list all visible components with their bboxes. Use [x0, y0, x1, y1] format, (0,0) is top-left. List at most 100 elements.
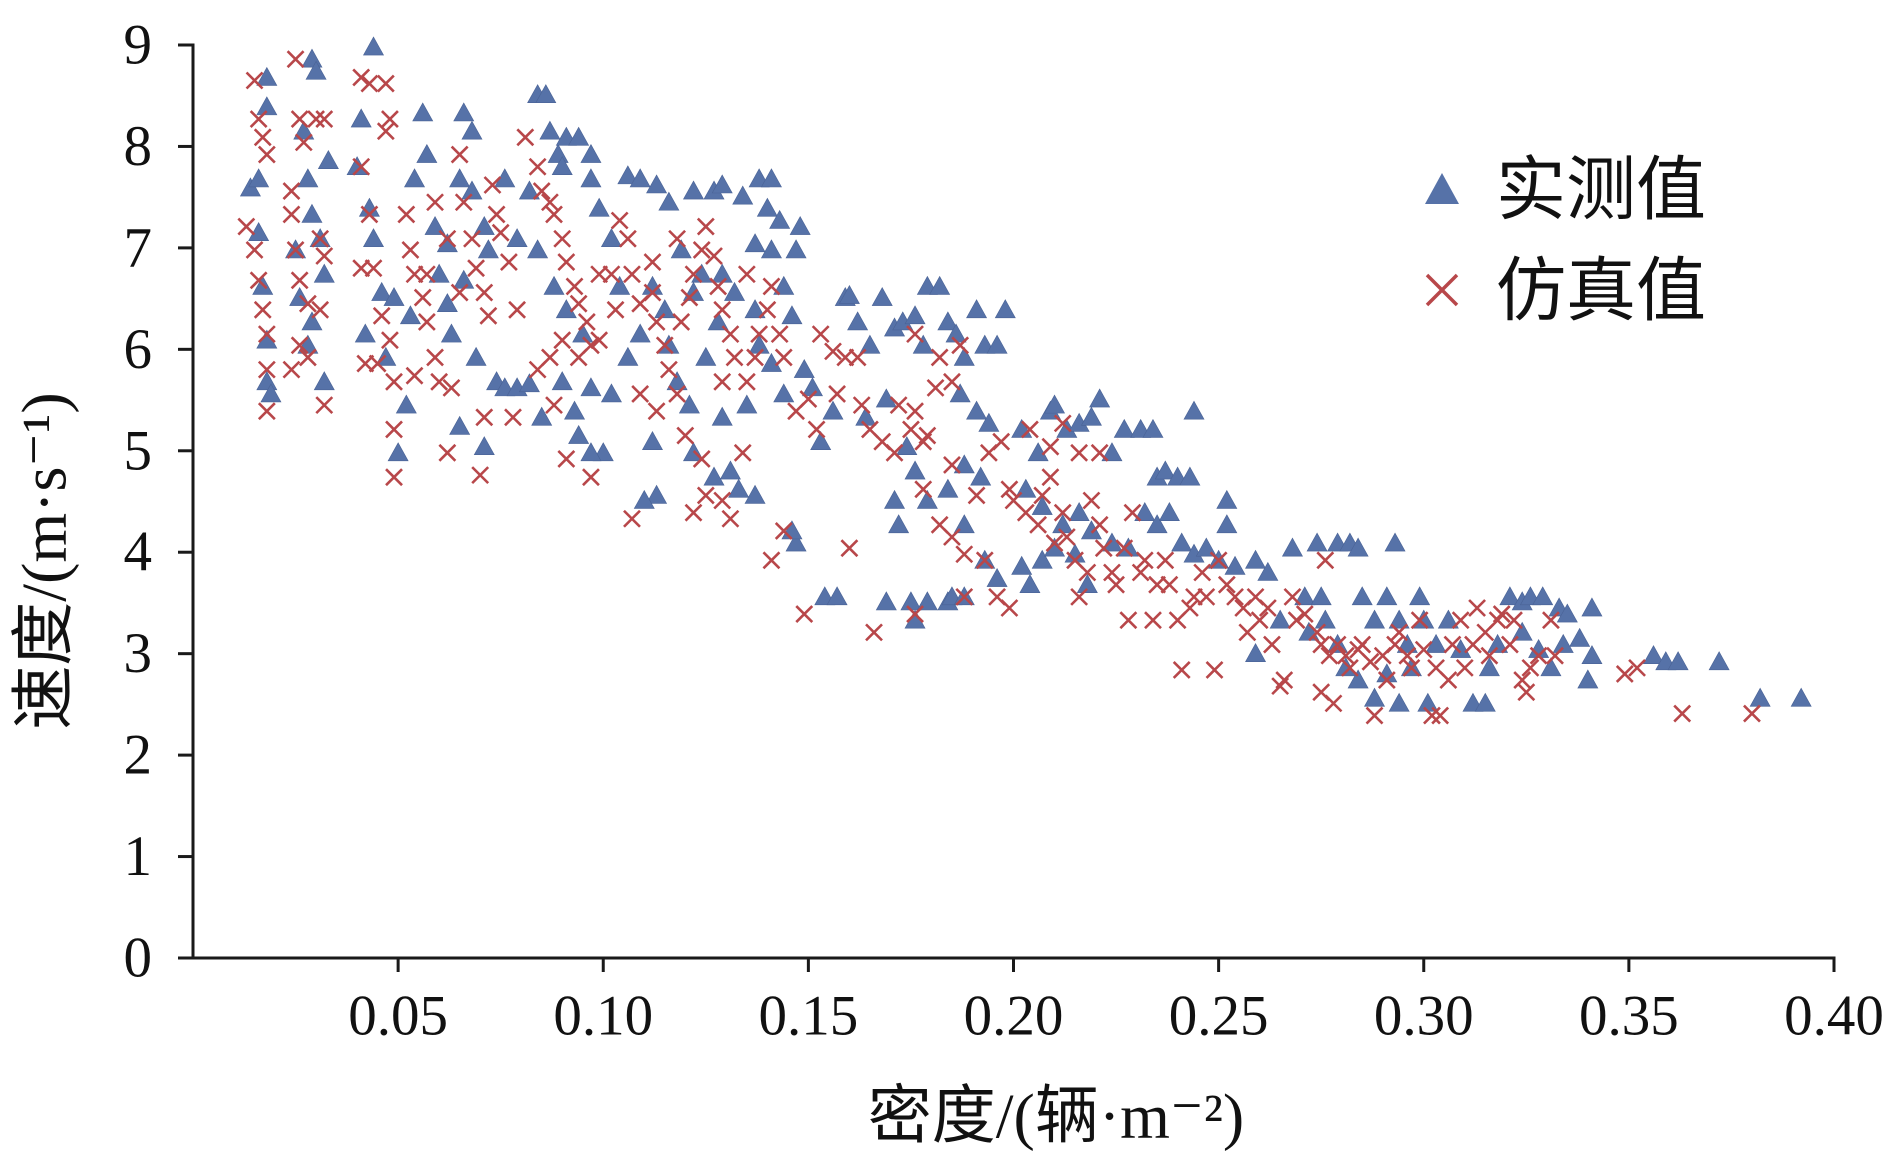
simulated-point — [290, 271, 309, 290]
simulated-point — [1517, 683, 1536, 702]
measured-point — [1540, 657, 1562, 677]
simulated-point — [401, 240, 420, 259]
measured-point — [572, 323, 594, 343]
simulated-point — [692, 449, 711, 468]
simulated-point — [1258, 599, 1277, 617]
simulated-point — [1103, 563, 1121, 582]
measured-point — [399, 305, 421, 325]
measured-point — [1376, 586, 1398, 606]
measured-point — [1364, 687, 1386, 707]
measured-point — [1577, 669, 1599, 689]
simulated-point — [926, 378, 945, 397]
simulated-point — [475, 283, 494, 302]
simulated-point — [824, 342, 842, 361]
measured-point — [588, 197, 610, 217]
y-tick-label: 6 — [124, 318, 153, 381]
measured-point — [978, 412, 1000, 432]
simulated-point — [1402, 658, 1421, 677]
simulated-point — [491, 223, 510, 242]
measured-point — [568, 424, 590, 444]
simulated-point — [487, 205, 506, 224]
simulated-point — [1094, 539, 1113, 558]
measured-point — [256, 96, 278, 116]
simulated-point — [1340, 658, 1359, 677]
simulated-point — [618, 229, 637, 248]
measured-point — [912, 334, 934, 354]
measured-point — [904, 305, 926, 325]
simulated-point — [1542, 611, 1560, 630]
simulated-point — [647, 402, 666, 421]
simulated-point — [257, 325, 276, 344]
simulated-point — [758, 300, 777, 319]
measured-point — [871, 286, 893, 306]
simulated-point — [282, 182, 301, 200]
simulated-point — [1505, 611, 1523, 630]
simulated-point — [1209, 551, 1228, 570]
simulated-point — [385, 468, 403, 487]
measured-point — [1667, 651, 1689, 671]
measured-point — [724, 281, 746, 301]
simulated-point — [713, 372, 732, 391]
measured-point — [793, 359, 815, 378]
measured-point — [473, 436, 495, 456]
measured-point — [937, 311, 959, 331]
simulated-point — [1057, 528, 1076, 546]
measured-point — [248, 168, 270, 188]
measured-point — [781, 305, 803, 325]
y-tick-label: 7 — [124, 216, 153, 279]
measured-point — [810, 431, 832, 450]
measured-point — [633, 489, 655, 509]
simulated-point — [1107, 575, 1125, 594]
measured-point — [371, 281, 393, 301]
simulated-point — [1492, 605, 1511, 624]
simulated-point — [840, 539, 859, 558]
simulated-point — [1312, 635, 1331, 654]
simulated-point — [1673, 704, 1692, 723]
simulated-point — [1468, 599, 1486, 617]
simulated-point — [807, 420, 826, 439]
measured-point — [773, 383, 795, 403]
measured-point — [986, 567, 1008, 587]
simulated-point — [1053, 503, 1072, 522]
measured-point — [1388, 609, 1410, 629]
measured-point — [518, 180, 540, 200]
measured-point — [1310, 586, 1332, 606]
measured-point — [600, 228, 622, 248]
simulated-point — [282, 360, 301, 379]
measured-point — [416, 143, 438, 163]
simulated-point — [610, 211, 629, 230]
simulated-point — [1275, 671, 1294, 689]
measured-point — [773, 275, 795, 295]
simulated-point — [249, 271, 268, 290]
simulated-point — [865, 623, 883, 642]
measured-point — [1011, 555, 1033, 575]
measured-point — [986, 334, 1008, 354]
measured-point — [1134, 502, 1156, 521]
simulated-point — [774, 348, 793, 367]
measured-point — [711, 174, 733, 194]
simulated-point — [245, 71, 264, 90]
measured-point — [363, 228, 385, 248]
simulated-point — [417, 313, 436, 331]
measured-point — [756, 197, 778, 217]
measured-point — [937, 478, 959, 498]
simulated-point — [668, 385, 687, 403]
measured-point — [543, 275, 565, 295]
simulated-point — [315, 247, 334, 265]
simulated-point — [360, 74, 379, 93]
measured-point — [682, 180, 705, 200]
measured-point — [1269, 609, 1291, 629]
simulated-point — [811, 325, 830, 344]
simulated-point — [1521, 658, 1540, 677]
simulated-point — [885, 443, 904, 462]
measured-point — [395, 394, 417, 414]
simulated-point — [364, 259, 383, 278]
measured-point — [678, 394, 700, 414]
simulated-point — [770, 325, 789, 344]
measured-point — [1146, 514, 1168, 534]
simulated-point — [499, 253, 518, 272]
simulated-point — [553, 331, 572, 350]
simulated-point — [721, 325, 740, 344]
legend-label-simulated: 仿真值 — [1496, 254, 1706, 331]
measured-point — [785, 532, 807, 552]
